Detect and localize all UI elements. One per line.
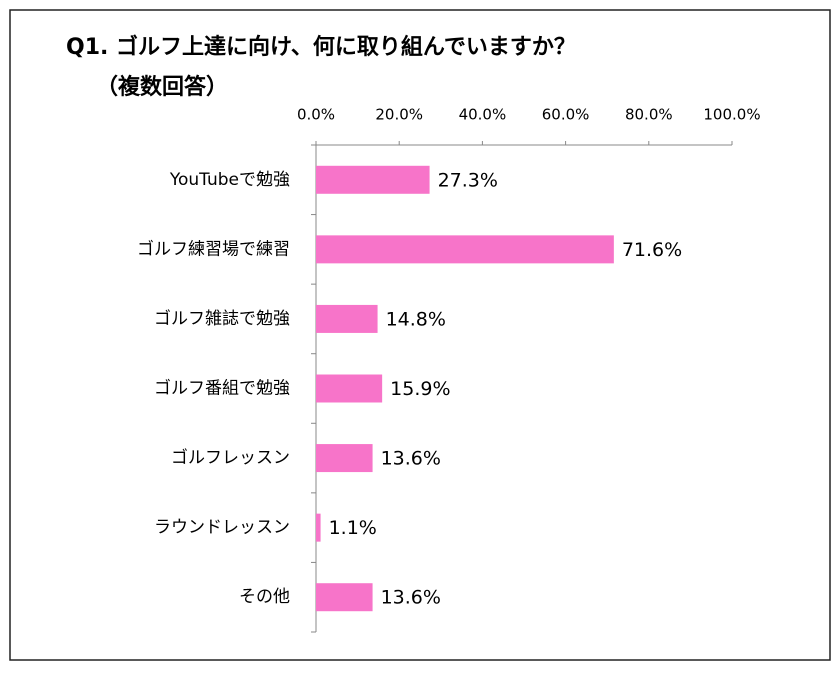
value-label: 13.6% — [381, 587, 441, 609]
y-tick-label: ゴルフ番組で勉強 — [154, 378, 290, 399]
x-tick-label: 20.0% — [375, 106, 423, 124]
y-tick-label: ラウンドレッスン — [154, 518, 290, 538]
value-label: 27.3% — [438, 169, 498, 191]
bar — [316, 165, 430, 194]
bar — [316, 304, 378, 333]
bar — [316, 444, 373, 473]
y-tick-label: YouTubeで勉強 — [169, 170, 290, 190]
x-tick-label: 60.0% — [542, 106, 590, 124]
value-label: 1.1% — [329, 517, 377, 539]
bar — [316, 374, 383, 403]
bar — [316, 583, 373, 612]
y-tick-label: ゴルフ練習場で練習 — [137, 238, 290, 259]
x-tick-label: 40.0% — [459, 106, 507, 124]
x-tick-label: 0.0% — [297, 106, 335, 124]
x-tick-label: 80.0% — [625, 106, 673, 124]
value-label: 13.6% — [381, 448, 441, 470]
y-tick-label: ゴルフレッスン — [171, 447, 290, 468]
value-label: 15.9% — [390, 378, 450, 400]
chart-frame — [9, 9, 831, 661]
y-tick-label: その他 — [239, 587, 290, 607]
y-tick-label: ゴルフ雑誌で勉強 — [154, 308, 290, 329]
chart-title: Q1. ゴルフ上達に向け、何に取り組んでいますか？ — [66, 34, 576, 60]
chart-subtitle: （複数回答） — [96, 74, 228, 100]
bar — [316, 513, 321, 542]
x-tick-label: 100.0% — [703, 106, 760, 124]
bar — [316, 235, 614, 264]
value-label: 14.8% — [386, 308, 446, 330]
value-label: 71.6% — [622, 239, 682, 261]
